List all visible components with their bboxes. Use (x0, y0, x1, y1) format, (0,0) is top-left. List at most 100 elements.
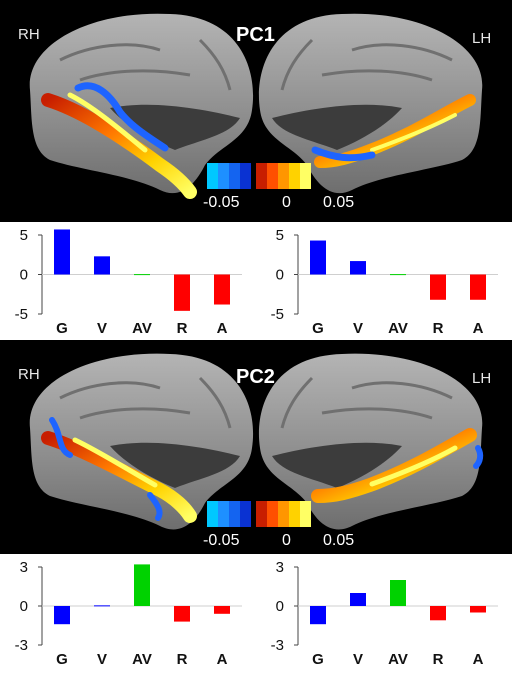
left-hemisphere-surface (258, 353, 484, 530)
colorbar-swatch (256, 163, 267, 189)
y-tick-label: 5 (276, 227, 284, 244)
bar-G (310, 240, 326, 275)
y-tick-label: 3 (276, 559, 284, 576)
colorbar-swatch (218, 501, 229, 527)
colorbar-swatch (256, 501, 267, 527)
x-tick-label: R (177, 651, 188, 668)
colorbar-swatch (267, 501, 278, 527)
left-hemisphere-surface (258, 13, 483, 194)
brain-panel-pc2: RH PC2 LH -0.05 0 0.05 (0, 340, 512, 554)
colorbar-min-label: -0.05 (203, 532, 240, 549)
colorbar-swatch (278, 501, 289, 527)
bar-R (174, 274, 190, 311)
colorbar (207, 501, 311, 527)
bar-A (214, 606, 230, 614)
y-tick-label: -3 (15, 637, 28, 654)
y-tick-label: 0 (20, 598, 28, 615)
colorbar-swatch (289, 163, 300, 189)
bar-R (430, 606, 446, 621)
bar-chart-svg: 5 0 -5 G V AV R A (271, 227, 498, 337)
bar-chart-pc2-rh: 3 0 -3 G V AV R A (0, 554, 256, 676)
colorbar-min-label: -0.05 (203, 194, 240, 211)
colorbar-swatch (251, 163, 256, 189)
colorbar-swatch (229, 163, 240, 189)
bar-A (470, 274, 486, 300)
pc2-title: PC2 (236, 366, 275, 388)
y-tick-label: -5 (15, 306, 28, 323)
bar-chart-pc1-rh: 5 0 -5 G V AV R A (0, 222, 256, 345)
x-tick-label: A (473, 651, 484, 668)
colorbar (207, 163, 311, 189)
right-hemisphere-surface (29, 13, 254, 199)
colorbar-max-label: 0.05 (323, 532, 355, 549)
x-tick-label: G (56, 320, 68, 337)
bar-chart-svg: 3 0 -3 G V AV R A (271, 559, 498, 668)
x-tick-label: A (217, 320, 228, 337)
y-tick-label: -5 (271, 306, 284, 323)
y-tick-label: 0 (276, 267, 284, 284)
x-tick-label: A (217, 651, 228, 668)
bar-chart-svg: 5 0 -5 G V AV R A (15, 227, 242, 337)
colorbar-swatch (267, 163, 278, 189)
bar-AV (134, 564, 150, 606)
colorbar-swatch (278, 163, 289, 189)
x-tick-label: G (312, 651, 324, 668)
x-tick-label: G (312, 320, 324, 337)
colorbar-mid-label: 0 (282, 532, 291, 549)
brain-surfaces-pc2 (29, 353, 484, 530)
bar-chart-pc2-lh: 3 0 -3 G V AV R A (256, 554, 512, 676)
bar-G (54, 229, 70, 275)
bar-chart-svg: 3 0 -3 G V AV R A (15, 559, 242, 668)
bar-R (430, 274, 446, 300)
bar-A (470, 606, 486, 613)
x-tick-label: G (56, 651, 68, 668)
bar-AV (390, 274, 406, 276)
colorbar-swatch (289, 501, 300, 527)
x-tick-label: V (97, 320, 107, 337)
y-tick-label: -3 (271, 637, 284, 654)
x-tick-label: A (473, 320, 484, 337)
pc1-title: PC1 (236, 24, 275, 46)
colorbar-swatch (218, 163, 229, 189)
brain-panel-pc1: RH PC1 LH -0.05 0 0.05 (0, 0, 512, 222)
colorbar-swatch (207, 501, 218, 527)
bar-V (94, 605, 110, 607)
brain-surfaces-pc1 (29, 13, 483, 199)
colorbar-swatch (300, 501, 311, 527)
y-tick-label: 3 (20, 559, 28, 576)
right-hemisphere-label: RH (18, 26, 40, 43)
bar-V (94, 256, 110, 275)
bar-R (174, 606, 190, 622)
left-hemisphere-label: LH (472, 370, 492, 387)
right-hemisphere-surface (29, 353, 254, 530)
right-hemisphere-label: RH (18, 366, 40, 383)
x-tick-label: AV (388, 651, 408, 668)
colorbar-mid-label: 0 (282, 194, 291, 211)
bar-G (54, 606, 70, 625)
bar-AV (134, 274, 150, 276)
y-tick-label: 0 (20, 267, 28, 284)
colorbar-swatch (240, 501, 251, 527)
bar-chart-pc1-lh: 5 0 -5 G V AV R A (256, 222, 512, 345)
x-tick-label: V (97, 651, 107, 668)
colorbar-swatch (207, 163, 218, 189)
left-hemisphere-label: LH (472, 30, 492, 47)
bar-V (350, 593, 366, 606)
bar-G (310, 606, 326, 625)
x-tick-label: V (353, 651, 363, 668)
bar-AV (390, 580, 406, 606)
x-tick-label: AV (132, 320, 152, 337)
x-tick-label: AV (388, 320, 408, 337)
x-tick-label: V (353, 320, 363, 337)
x-tick-label: R (433, 320, 444, 337)
x-tick-label: R (177, 320, 188, 337)
y-tick-label: 0 (276, 598, 284, 615)
colorbar-max-label: 0.05 (323, 194, 355, 211)
x-tick-label: AV (132, 651, 152, 668)
x-tick-label: R (433, 651, 444, 668)
colorbar-swatch (251, 501, 256, 527)
bar-A (214, 274, 230, 305)
bar-V (350, 261, 366, 275)
y-tick-label: 5 (20, 227, 28, 244)
